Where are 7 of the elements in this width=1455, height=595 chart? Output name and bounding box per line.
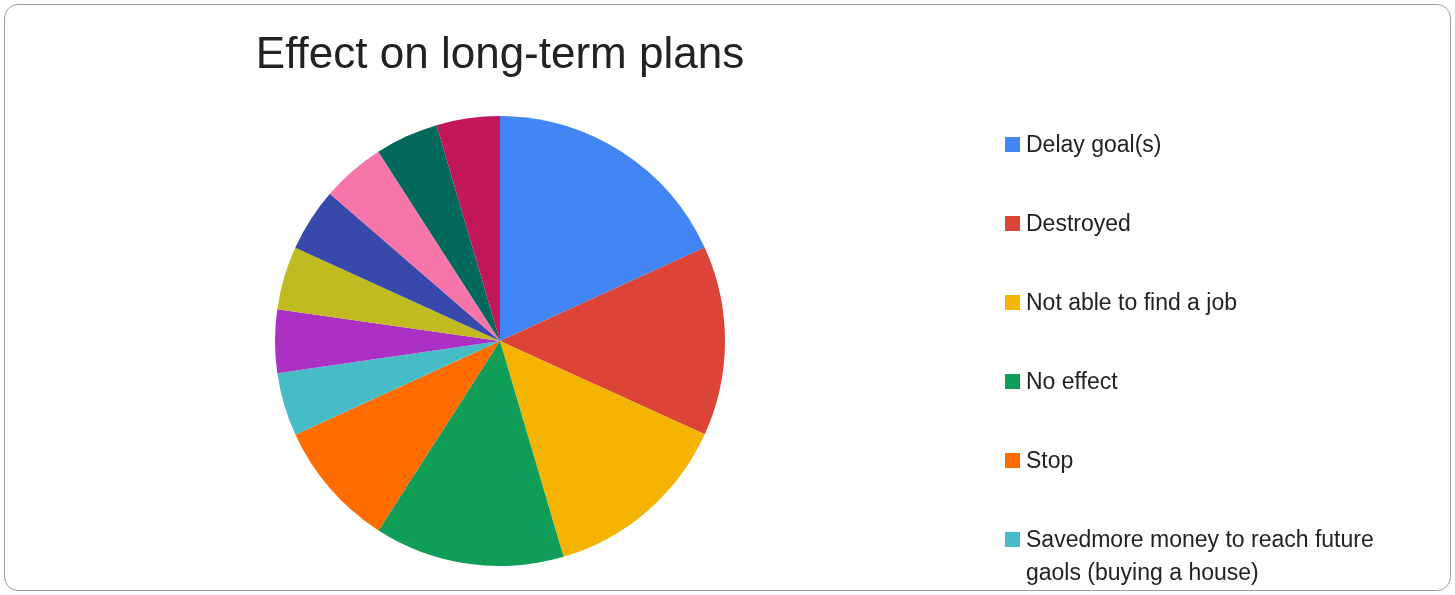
legend-label: Stop [1026, 446, 1074, 475]
legend-label: Not able to find a job [1026, 288, 1237, 317]
legend-label: No effect [1026, 367, 1118, 396]
chart-title: Effect on long-term plans [254, 28, 746, 78]
legend-label: Savedmore money to reach future gaols (buying a house) [1026, 525, 1375, 587]
legend-label: Destroyed [1026, 209, 1131, 238]
legend-label: Delay goal(s) [1026, 130, 1162, 159]
